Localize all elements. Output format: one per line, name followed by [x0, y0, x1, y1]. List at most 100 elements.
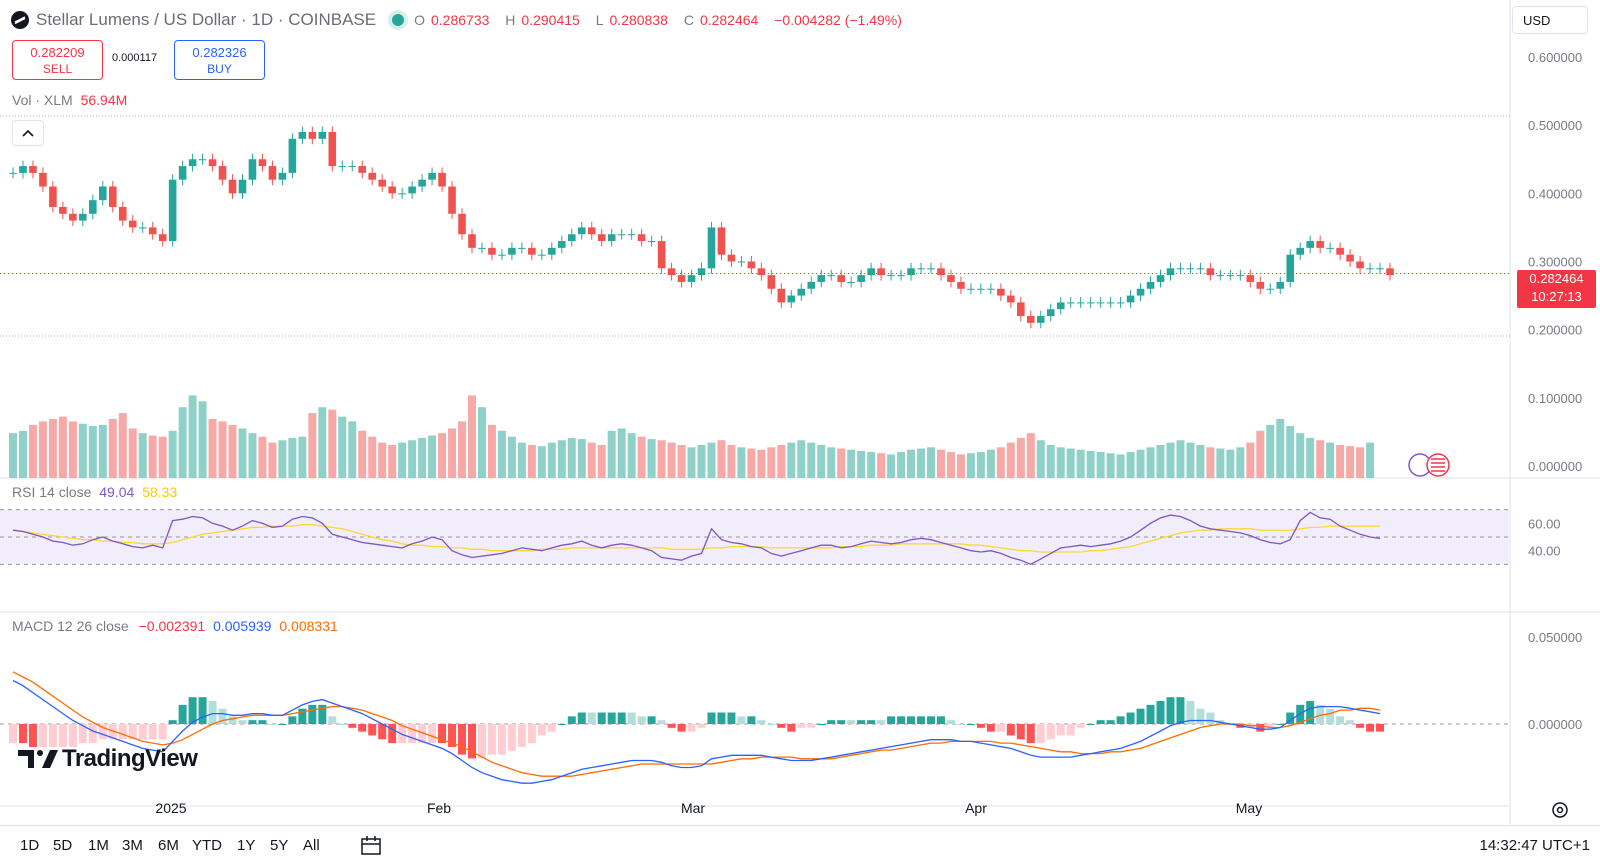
candle — [348, 166, 357, 168]
volume-bar — [468, 395, 476, 478]
market-status-dot — [392, 14, 405, 26]
macd-histogram-bar — [847, 720, 856, 724]
macd-histogram-bar — [308, 704, 317, 724]
volume-bar — [188, 395, 197, 478]
ohlc-values: O 0.286733 H 0.290415 L 0.280838 C 0.282464 … — [414, 12, 902, 28]
volume-bar — [1306, 437, 1315, 478]
volume-bar — [288, 437, 297, 478]
price-tick-label: 0.400000 — [1528, 186, 1582, 201]
candle — [1326, 247, 1334, 249]
candle — [877, 268, 885, 276]
volume-bar — [976, 452, 985, 478]
volume-bar — [1046, 444, 1055, 478]
macd-histogram-bar — [1356, 724, 1365, 728]
candle — [29, 166, 37, 173]
candle — [548, 247, 556, 255]
volume-bar — [946, 452, 955, 478]
volume-bar — [627, 433, 636, 478]
candle — [1126, 295, 1135, 303]
candle — [1216, 275, 1225, 277]
timeframe-3m[interactable]: 3M — [122, 837, 143, 854]
candle — [288, 138, 297, 173]
candle — [1256, 281, 1265, 289]
candle — [777, 288, 786, 303]
macd-histogram-bar — [777, 724, 786, 728]
macd-histogram-bar — [857, 720, 866, 724]
volume-bar — [198, 401, 207, 478]
candle — [508, 247, 516, 255]
macd-histogram-bar — [378, 724, 387, 740]
candle — [917, 268, 925, 270]
macd-histogram-bar — [1256, 724, 1265, 732]
macd-histogram-bar — [408, 724, 417, 744]
timeframe-1y[interactable]: 1Y — [237, 837, 256, 854]
volume-bar — [757, 449, 766, 478]
volume-bar — [268, 442, 277, 478]
clock[interactable]: 14:32:47 UTC+1 — [1479, 837, 1591, 854]
volume-bar — [857, 450, 866, 478]
buy-button[interactable]: 0.282326 BUY — [174, 40, 265, 80]
macd-histogram-bar — [1156, 701, 1165, 724]
volume-bar — [1126, 452, 1135, 478]
timeframe-1d[interactable]: 1D — [20, 837, 40, 854]
candle — [408, 186, 416, 194]
candle — [428, 172, 436, 180]
candle — [198, 159, 207, 161]
macd-histogram-bar — [128, 724, 137, 740]
volume-legend: Vol · XLM 56.94M — [12, 92, 128, 108]
volume-bar — [907, 449, 916, 478]
sell-button[interactable]: 0.282209 SELL — [12, 40, 103, 80]
time-axis-label: 2025 — [155, 800, 186, 816]
tradingview-logo[interactable]: TradingView — [18, 745, 198, 773]
macd-histogram-bar — [1346, 720, 1355, 724]
macd-histogram-bar — [28, 724, 37, 747]
macd-histogram-bar — [288, 716, 297, 724]
macd-histogram-bar — [587, 712, 596, 724]
candle — [89, 200, 97, 214]
candle — [39, 172, 47, 187]
macd-histogram-bar — [98, 724, 107, 740]
candle — [687, 275, 696, 282]
timeframe-ytd[interactable]: YTD — [192, 837, 222, 854]
flag-us-icon — [1426, 453, 1450, 477]
volume-bar — [298, 436, 307, 478]
rsi-tick-label: 40.00 — [1528, 544, 1561, 559]
candle — [298, 131, 307, 139]
timeframe-1m[interactable]: 1M — [88, 837, 109, 854]
candle — [867, 268, 875, 276]
macd-histogram-bar — [1276, 724, 1285, 725]
candle — [378, 179, 386, 187]
candle — [837, 275, 845, 282]
settings-gear-icon[interactable] — [1550, 800, 1570, 820]
date-range-icon[interactable] — [360, 835, 382, 857]
timeframe-5y[interactable]: 5Y — [270, 837, 289, 854]
candle — [478, 247, 486, 249]
volume-bar — [617, 428, 626, 478]
macd-histogram-bar — [258, 720, 267, 724]
macd-histogram-bar — [667, 724, 676, 728]
candle — [707, 227, 716, 269]
volume-bar — [687, 447, 696, 478]
volume-bar — [657, 440, 666, 478]
symbol-title[interactable]: Stellar Lumens / US Dollar · 1D · COINBA… — [36, 10, 377, 29]
timeframe-5d[interactable]: 5D — [53, 837, 73, 854]
volume-bar — [18, 430, 27, 478]
candle — [1096, 302, 1105, 304]
collapse-button[interactable] — [12, 120, 44, 146]
volume-bar — [38, 421, 47, 478]
currency-selector[interactable]: USD — [1512, 6, 1588, 34]
macd-histogram-bar — [1366, 724, 1375, 732]
volume-bar — [1256, 430, 1265, 478]
timeframe-6m[interactable]: 6M — [158, 837, 179, 854]
timeframe-all[interactable]: All — [303, 837, 320, 854]
candle — [897, 275, 905, 277]
candle — [827, 275, 836, 277]
macd-histogram-bar — [1006, 724, 1015, 736]
volume-bar — [428, 435, 437, 478]
volume-bar — [647, 439, 656, 478]
macd-histogram-bar — [517, 724, 526, 747]
volume-bar — [438, 433, 447, 478]
volume-bar — [1216, 448, 1225, 478]
macd-histogram-bar — [966, 724, 975, 725]
